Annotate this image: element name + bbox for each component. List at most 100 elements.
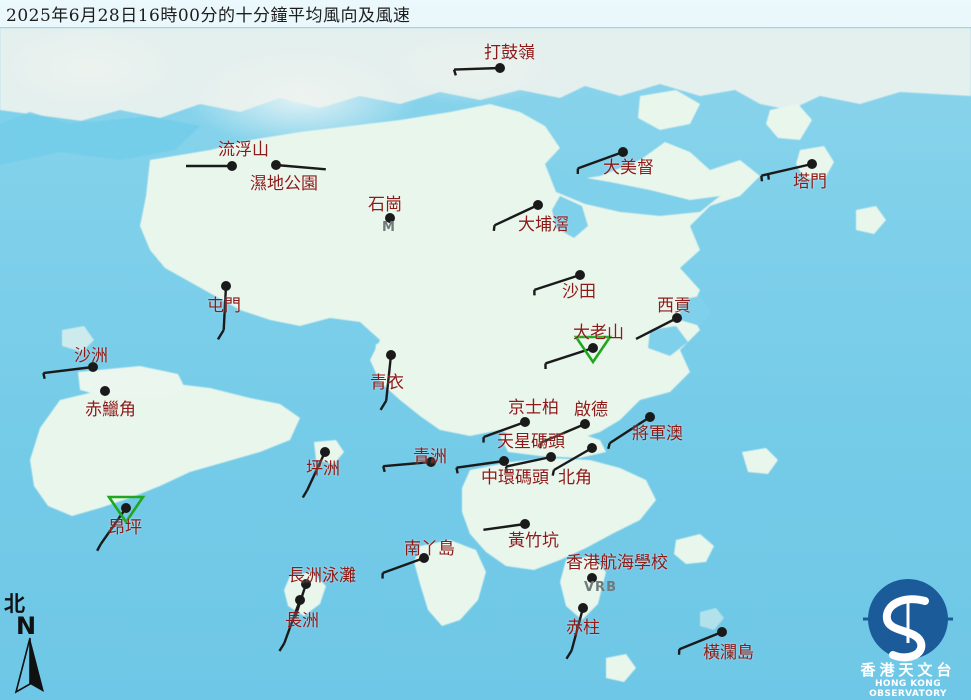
station-dot[interactable]: [587, 573, 597, 583]
station-label: 北角: [558, 468, 592, 488]
station-label: 長洲: [285, 611, 319, 631]
station-label: 濕地公園: [250, 174, 318, 194]
compass-label-en: N: [16, 612, 37, 640]
station-dot[interactable]: [227, 161, 237, 171]
station-label: 赤柱: [566, 618, 600, 638]
station-label: 橫瀾島: [703, 643, 754, 663]
hko-emblem-icon: [863, 579, 953, 662]
barb-shaft: [275, 163, 326, 171]
compass-rose: 北 N: [4, 588, 62, 696]
station-dot[interactable]: [587, 443, 597, 453]
station-label: 大老山: [573, 323, 624, 343]
wind-barb: [100, 386, 110, 396]
wind-barb: [482, 417, 530, 443]
station-label: 青衣: [370, 373, 404, 393]
compass-label-cn: 北: [4, 591, 25, 616]
station-dot[interactable]: [495, 63, 505, 73]
wind-barb: [565, 603, 588, 660]
station-dot[interactable]: [426, 457, 436, 467]
station-dot[interactable]: [533, 200, 543, 210]
barb-shaft: [43, 365, 94, 375]
wind-barb: [677, 627, 727, 655]
logo-text-cn: 香港天文台: [860, 661, 956, 679]
station-dot[interactable]: [320, 447, 330, 457]
station-dot[interactable]: [546, 452, 556, 462]
map-title-bar: 2025年6月28日16時00分的十分鐘平均風向及風速: [0, 0, 971, 28]
north-arrow-icon: [14, 637, 44, 694]
station-label: 打鼓嶺: [484, 43, 535, 63]
barb-tick: [760, 175, 764, 182]
wind-barb: [452, 63, 505, 76]
station-dot[interactable]: [100, 386, 110, 396]
station-dot[interactable]: [672, 313, 682, 323]
station-dot[interactable]: [580, 419, 590, 429]
wind-barb: [385, 213, 395, 223]
station-dot[interactable]: [295, 595, 305, 605]
station-dot[interactable]: [221, 281, 231, 291]
station-dot[interactable]: [121, 503, 131, 513]
station-status-flag: M: [382, 220, 396, 235]
barb-tick: [492, 225, 496, 231]
wind-barb: [760, 159, 817, 182]
barb-shaft: [383, 460, 432, 468]
wind-barb: [635, 313, 682, 340]
station-dot[interactable]: [520, 417, 530, 427]
logo-text-en: HONG KONG OBSERVATORY: [869, 679, 947, 699]
station-label: 石崗: [368, 195, 402, 215]
barb-tick: [382, 465, 386, 473]
station-label: 黃竹坑: [508, 531, 559, 551]
station-dot[interactable]: [807, 159, 817, 169]
barb-shaft: [483, 522, 526, 532]
barb-tick: [96, 543, 102, 552]
station-dot[interactable]: [588, 343, 598, 353]
station-dot[interactable]: [520, 519, 530, 529]
barb-shaft: [533, 273, 581, 291]
wind-barb: [278, 595, 305, 652]
strong-wind-alert-triangle-icon: [573, 335, 613, 365]
station-dot[interactable]: [618, 147, 628, 157]
station-label: 中環碼頭: [481, 468, 549, 488]
barb-shaft: [306, 451, 327, 491]
barb-tick: [216, 329, 225, 340]
barb-shaft: [577, 150, 624, 170]
barb-shaft: [678, 630, 723, 651]
station-dot[interactable]: [419, 553, 429, 563]
wind-barb: [42, 362, 98, 380]
barb-tick: [551, 469, 556, 476]
station-dot[interactable]: [271, 160, 281, 170]
station-label: 坪洲: [306, 459, 340, 479]
page-title: 2025年6月28日16時00分的十分鐘平均風向及風速: [6, 6, 411, 26]
station-status-flag: VRB: [584, 580, 617, 595]
station-label: 天星碼頭: [497, 432, 565, 452]
hko-logo: 香港天文台 HONG KONG OBSERVATORY: [845, 575, 971, 700]
barb-shaft: [222, 285, 228, 331]
station-dot[interactable]: [717, 627, 727, 637]
wind-barb: [96, 495, 146, 552]
station-label: 京士柏: [508, 398, 559, 418]
barb-shaft: [453, 66, 501, 71]
station-dot[interactable]: [578, 603, 588, 613]
station-dot[interactable]: [301, 579, 311, 589]
barb-shaft: [456, 459, 505, 469]
station-label: 西貢: [657, 296, 691, 316]
station-dot[interactable]: [499, 456, 509, 466]
strong-wind-alert-triangle-icon: [106, 495, 146, 525]
station-dot[interactable]: [386, 350, 396, 360]
barb-tick: [565, 649, 573, 660]
station-label: 青洲: [413, 447, 447, 467]
station-dot[interactable]: [645, 412, 655, 422]
station-label: 南丫島: [404, 539, 455, 559]
station-dot[interactable]: [575, 270, 585, 280]
wind-barb: [504, 452, 556, 473]
barb-shaft: [540, 422, 586, 444]
station-dot[interactable]: [385, 213, 395, 223]
barb-tick: [504, 466, 508, 473]
barb-shaft: [505, 455, 552, 468]
barb-shaft: [384, 354, 393, 401]
station-label: 長洲泳灘: [288, 566, 356, 586]
station-label: 大美督: [603, 158, 654, 178]
station-dot[interactable]: [88, 362, 98, 372]
